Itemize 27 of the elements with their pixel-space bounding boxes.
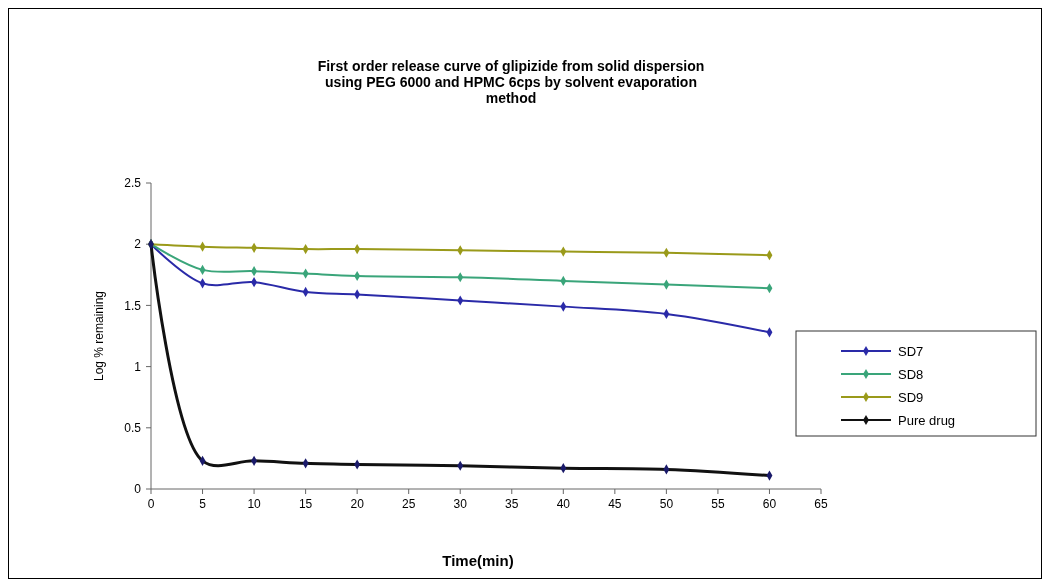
x-tick-label: 0 <box>147 497 155 511</box>
legend-label: SD8 <box>898 366 924 382</box>
x-tick-label: 15 <box>298 497 313 511</box>
x-tick-label: 25 <box>402 497 416 511</box>
x-tick-label: 45 <box>608 497 622 511</box>
x-tick-label: 30 <box>453 497 468 511</box>
y-axis-title: Log % remaining <box>92 290 106 382</box>
legend-label: Pure drug <box>898 412 956 428</box>
legend-label: SD7 <box>898 343 924 359</box>
x-tick-label: 10 <box>247 497 262 511</box>
y-tick-label: 0.5 <box>124 421 142 435</box>
x-tick-label: 35 <box>505 497 519 511</box>
chart-title: First order release curve of glipizide from solid dispersion using PEG 6000 and HPMC 6cps by solvent evaporation method <box>317 58 705 106</box>
x-tick-label: 65 <box>814 497 828 511</box>
legend-label: SD9 <box>898 389 924 405</box>
y-tick-label: 2 <box>134 237 142 252</box>
x-tick-label: 40 <box>556 497 571 511</box>
y-tick-label: 2.5 <box>124 176 142 191</box>
x-tick-label: 50 <box>659 497 674 511</box>
x-tick-label: 5 <box>199 497 207 511</box>
x-axis-title: Time(min) <box>442 552 514 569</box>
y-tick-label: 1.5 <box>124 298 142 313</box>
x-tick-label: 55 <box>711 497 725 511</box>
y-tick-label: 1 <box>134 359 142 374</box>
x-tick-label: 20 <box>350 497 365 511</box>
y-tick-label: 0 <box>134 482 142 497</box>
x-tick-label: 60 <box>762 497 777 511</box>
